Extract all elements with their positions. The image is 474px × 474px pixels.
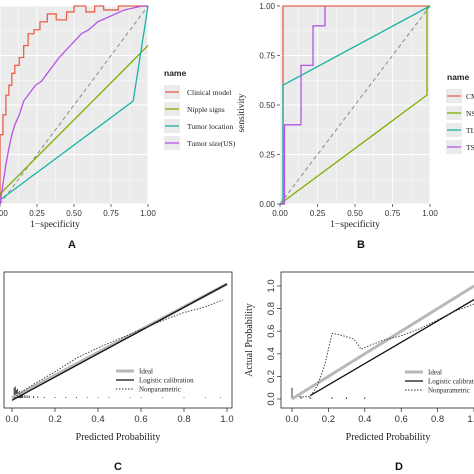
panel-c-plot-frame [3, 271, 233, 409]
panel-b-x-tick-label: 1.00 [422, 209, 438, 218]
panel-a-x-tick-labels: 0.00 0.25 0.50 0.75 1.00 [0, 204, 156, 218]
panel-d-series-lines [291, 284, 474, 401]
panel-d-plot-frame [280, 271, 474, 409]
panel-a-letter: A [68, 239, 76, 251]
panel-d-x-tick-label: 0.4 [358, 414, 371, 425]
panel-a-legend-label: Clinical model [187, 88, 231, 97]
panel-b-x-tick-label: 0.50 [347, 209, 363, 218]
panel-d-y-axis-label: Actual Probability [244, 303, 255, 377]
panel-c-calibration-chart: 0.0 0.2 0.4 0.6 0.8 1.0 Predicted Probability… [3, 271, 234, 473]
panel-d-y-tick-label: 0.2 [266, 370, 277, 383]
panel-d-histogram [291, 387, 366, 399]
panel-b-y-tick-label: 0.00 [259, 200, 275, 209]
panel-a-legend-label: Tumor location [187, 122, 233, 131]
panel-c-nonparametric-line [13, 299, 223, 399]
panel-a-diagonal-line [0, 5, 149, 205]
panel-d-tick-labels: 0.0 0.2 0.4 0.6 0.8 1.0 0.0 0.2 0.4 0.6 0.8 1.0 [266, 279, 474, 425]
panel-d-x-tick-label: 0.8 [431, 414, 444, 425]
panel-b-legend: name CM NS TL TS [446, 72, 474, 154]
panel-c-legend-label: Logistic calibration [139, 377, 194, 385]
panel-c-logistic-line [11, 283, 228, 401]
panel-b-roc-chart: 0.00 0.25 0.50 0.75 1.00 0.00 0.25 0.50 0.75 1.00… [237, 2, 474, 251]
panel-a-legend-title: name [164, 68, 186, 78]
panel-c-x-tick-label: 0.8 [177, 414, 190, 425]
panel-a-x-tick-label: 0.25 [29, 209, 45, 218]
panel-d-legend-label: Nonparametric [428, 387, 470, 395]
panel-b-legend-label: TS [466, 143, 474, 152]
panel-b-tick-labels: 0.00 0.25 0.50 0.75 1.00 0.00 0.25 0.50 0.75 1.00 [259, 2, 438, 218]
panel-b-x-tick-label: 0.00 [272, 209, 288, 218]
panel-a-series-line-1 [0, 45, 149, 195]
panel-c-series-lines [11, 282, 228, 401]
panel-b-y-tick-label: 1.00 [259, 2, 275, 11]
panel-c-x-tick-labels: 0.0 0.2 0.4 0.6 0.8 1.0 [5, 408, 234, 425]
panel-a-legend-label: Nipple signs [187, 105, 225, 114]
panel-d-calibration-chart: 0.0 0.2 0.4 0.6 0.8 1.0 0.0 0.2 0.4 0.6 0.8 1.0 Act… [244, 271, 474, 473]
panel-b-x-axis-label: 1−specificity [330, 219, 380, 230]
panel-b-x-tick-label: 0.25 [310, 209, 326, 218]
panel-d-y-tick-label: 1.0 [266, 279, 277, 292]
panel-d-letter: D [395, 461, 403, 473]
panel-c-x-tick-label: 0.0 [5, 414, 18, 425]
panel-a-x-axis-label: 1−specificity [30, 219, 80, 230]
panel-c-x-tick-label: 0.4 [91, 414, 104, 425]
panel-b-series-line-3 [280, 6, 326, 205]
panel-d-x-tick-label: 0.6 [395, 414, 408, 425]
panel-b-legend-title: name [447, 72, 469, 82]
panel-d-x-tick-label: 0.0 [285, 414, 298, 425]
panel-d-logistic-line [309, 298, 474, 397]
panel-b-letter: B [357, 239, 365, 251]
panel-a-roc-chart: 0.00 0.25 0.50 0.75 1.00 1−specificity name … [0, 5, 236, 251]
panel-d-y-tick-label: 0.4 [266, 347, 277, 360]
panel-d-y-tick-label: 0.0 [266, 392, 277, 405]
panel-a-series-line-3 [0, 5, 148, 205]
panel-d-x-tick-label: 0.2 [322, 414, 335, 425]
panel-a-legend: name Clinical model Nipple signs Tumor loc… [164, 68, 236, 150]
panel-d-ideal-line [291, 284, 474, 401]
panel-a-series-line-2 [0, 5, 149, 201]
panel-c-x-axis-label: Predicted Probability [76, 432, 161, 443]
panel-b-y-tick-label: 0.50 [259, 101, 275, 110]
panel-c-x-tick-label: 1.0 [220, 414, 233, 425]
panel-a-x-tick-label: 0.75 [103, 209, 119, 218]
panel-d-y-tick-label: 0.8 [266, 302, 277, 315]
panel-b-y-axis-label: sensitivity [237, 93, 247, 132]
panel-a-reference-diagonal [0, 5, 149, 205]
panel-a-x-tick-label: 1.00 [140, 209, 156, 218]
panel-c-x-tick-label: 0.6 [134, 414, 147, 425]
panel-d-x-axis-label: Predicted Probability [346, 432, 431, 443]
panel-a-x-tick-label: 0.00 [0, 209, 8, 218]
panel-d-y-tick-label: 0.6 [266, 325, 277, 338]
panel-c-legend-label: Ideal [139, 368, 153, 376]
panel-a-series-lines [0, 5, 149, 205]
panel-a-x-tick-label: 0.50 [66, 209, 82, 218]
panel-b-legend-label: CM [466, 92, 474, 101]
panel-b-legend-label: TL [466, 126, 474, 135]
panel-c-letter: C [114, 461, 122, 473]
panel-d-legend-label: Logistic calibration [428, 378, 474, 386]
panel-b-y-tick-label: 0.25 [259, 151, 275, 160]
panel-b-series-lines [279, 5, 431, 205]
panel-b-y-tick-label: 0.75 [259, 52, 275, 61]
panel-b-x-tick-label: 0.75 [385, 209, 401, 218]
panel-c-histogram [13, 386, 222, 398]
panel-a-gridlines [0, 5, 149, 205]
panel-c-legend-label: Nonparametric [139, 386, 181, 394]
panel-d-legend-label: Ideal [428, 369, 442, 377]
panel-c-x-tick-label: 0.2 [48, 414, 61, 425]
panel-b-legend-label: NS [466, 109, 474, 118]
panel-d-x-tick-label: 1.0 [467, 414, 474, 425]
panel-b-series-line-1 [279, 5, 430, 205]
panel-a-legend-label: Tumor size(US) [187, 139, 236, 148]
panel-a-series-line-0 [0, 5, 148, 204]
